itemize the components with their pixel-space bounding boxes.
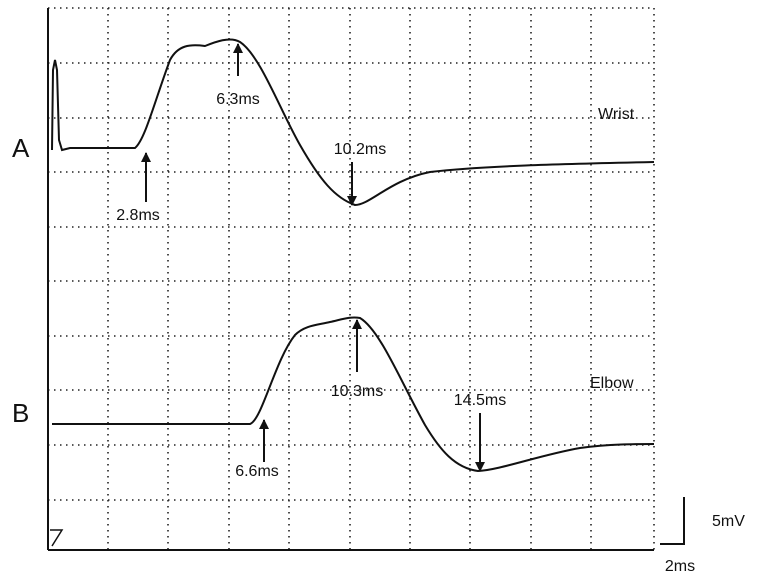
latency-label: 14.5ms: [454, 392, 506, 409]
latency-label: 10.2ms: [334, 141, 386, 158]
grid: [47, 7, 655, 551]
panel-label: A: [12, 133, 30, 163]
trace-wrist: [51, 38, 655, 207]
latency-label: 6.3ms: [216, 91, 260, 108]
scale-amplitude: 5mV: [712, 513, 745, 530]
site-label: Wrist: [598, 106, 635, 123]
scale-bar: [660, 497, 685, 545]
site-label: Elbow: [590, 375, 634, 392]
latency-label: 2.8ms: [116, 207, 160, 224]
scale-time: 2ms: [665, 558, 695, 575]
latency-label: 10.3ms: [331, 383, 383, 400]
latency-label: 6.6ms: [235, 463, 279, 480]
arrows: [141, 43, 485, 472]
panel-label: B: [12, 398, 29, 428]
trace-elbow: [52, 316, 655, 473]
